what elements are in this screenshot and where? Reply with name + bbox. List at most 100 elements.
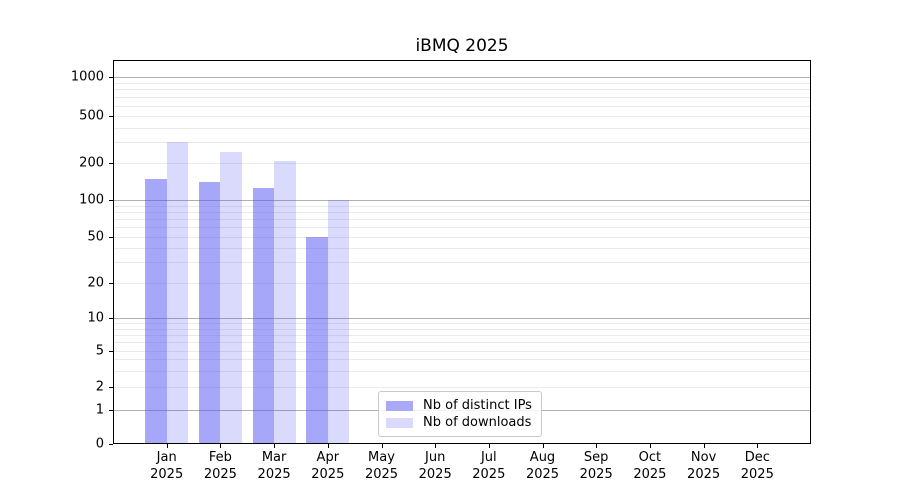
minor-gridline: [114, 127, 810, 129]
minor-gridline: [114, 350, 810, 352]
y-tick-mark: [109, 236, 113, 238]
x-tick-mark: [220, 444, 222, 448]
x-tick-mark: [757, 444, 759, 448]
month-label: May: [368, 450, 395, 465]
y-tick-label: 500: [79, 108, 104, 124]
minor-gridline: [114, 334, 810, 336]
minor-gridline: [114, 116, 810, 117]
year-label: 2025: [203, 467, 237, 482]
x-tick-label-dec: Dec 2025: [725, 449, 789, 483]
x-tick-label-feb: Feb 2025: [188, 449, 252, 483]
y-tick-mark: [109, 116, 113, 117]
y-tick-mark: [109, 410, 113, 411]
x-tick-label-nov: Nov 2025: [672, 449, 736, 483]
y-tick-mark: [109, 444, 113, 445]
year-label: 2025: [579, 467, 613, 482]
minor-gridline: [114, 328, 810, 330]
bar-nb-of-distinct-ips-feb: [198, 182, 221, 443]
year-label: 2025: [472, 467, 506, 482]
minor-gridline: [114, 370, 810, 372]
minor-gridline: [114, 205, 810, 207]
y-tick-label: 2: [95, 379, 104, 395]
year-label: 2025: [364, 467, 399, 482]
x-tick-label-apr: Apr 2025: [296, 449, 360, 483]
y-tick-mark: [109, 76, 113, 78]
major-gridline: [114, 76, 810, 78]
y-tick-label: 1: [95, 402, 104, 418]
minor-gridline: [114, 105, 810, 107]
y-tick-label: 100: [79, 192, 104, 208]
minor-gridline: [114, 283, 810, 284]
y-tick-mark: [109, 283, 113, 284]
x-tick-label-jul: Jul 2025: [457, 449, 521, 483]
bar-nb-of-distinct-ips-mar: [252, 188, 275, 443]
minor-gridline: [114, 342, 810, 343]
minor-gridline: [114, 142, 810, 144]
month-label: Mar: [261, 450, 287, 465]
bar-nb-of-downloads-feb: [220, 151, 242, 443]
x-tick-mark: [381, 444, 383, 448]
y-tick-mark: [109, 163, 113, 165]
month-label: Dec: [744, 450, 770, 465]
minor-gridline: [114, 322, 810, 324]
y-tick-mark: [109, 350, 113, 352]
x-tick-mark: [435, 444, 437, 448]
minor-gridline: [114, 82, 810, 84]
bar-nb-of-distinct-ips-apr: [306, 236, 328, 443]
minor-gridline: [114, 163, 810, 165]
y-tick-label: 0: [95, 436, 104, 452]
y-tick-label: 5: [95, 343, 104, 358]
legend-swatch-distinct-ips: [386, 400, 413, 411]
month-label: Apr: [316, 450, 340, 465]
month-label: Oct: [638, 450, 662, 465]
minor-gridline: [114, 262, 810, 264]
y-tick-label: 20: [87, 275, 104, 291]
x-tick-mark: [274, 444, 276, 448]
y-tick-mark: [109, 387, 113, 388]
month-label: Jul: [480, 450, 497, 465]
y-tick-label: 1000: [70, 69, 104, 84]
year-label: 2025: [525, 467, 560, 482]
y-tick-label: 10: [87, 310, 104, 326]
year-label: 2025: [418, 467, 452, 482]
legend-item-downloads: Nb of downloads: [386, 415, 534, 430]
year-label: 2025: [740, 467, 774, 482]
x-tick-mark: [166, 444, 168, 448]
year-label: 2025: [311, 467, 345, 482]
year-label: 2025: [150, 467, 184, 482]
x-tick-label-oct: Oct 2025: [618, 449, 682, 483]
x-tick-mark: [596, 444, 598, 448]
minor-gridline: [114, 96, 810, 98]
bar-nb-of-distinct-ips-jan: [145, 178, 167, 443]
x-tick-label-jan: Jan 2025: [135, 449, 199, 483]
x-tick-label-may: May 2025: [350, 449, 414, 483]
month-label: Sep: [583, 450, 609, 465]
minor-gridline: [114, 359, 810, 361]
x-tick-label-mar: Mar 2025: [242, 449, 306, 483]
legend-label-downloads: Nb of downloads: [423, 415, 532, 430]
minor-gridline: [114, 211, 810, 213]
bar-nb-of-downloads-mar: [274, 160, 296, 443]
legend-swatch-downloads: [386, 417, 413, 428]
month-label: Jun: [425, 450, 446, 465]
x-tick-label-sep: Sep 2025: [564, 449, 628, 483]
year-label: 2025: [257, 467, 291, 482]
month-label: Feb: [208, 450, 232, 465]
minor-gridline: [114, 236, 810, 238]
legend-box: Nb of distinct IPs Nb of downloads: [378, 391, 542, 437]
x-tick-mark: [703, 444, 705, 448]
minor-gridline: [114, 247, 810, 249]
x-tick-mark: [649, 444, 651, 448]
x-tick-mark: [542, 444, 544, 448]
month-label: Nov: [690, 450, 717, 465]
minor-gridline: [114, 89, 810, 91]
y-tick-mark: [109, 318, 113, 319]
year-label: 2025: [633, 467, 667, 482]
bar-nb-of-downloads-jan: [166, 142, 189, 443]
x-tick-label-aug: Aug 2025: [511, 449, 575, 483]
y-tick-label: 200: [79, 155, 104, 171]
y-tick-mark: [109, 200, 113, 201]
